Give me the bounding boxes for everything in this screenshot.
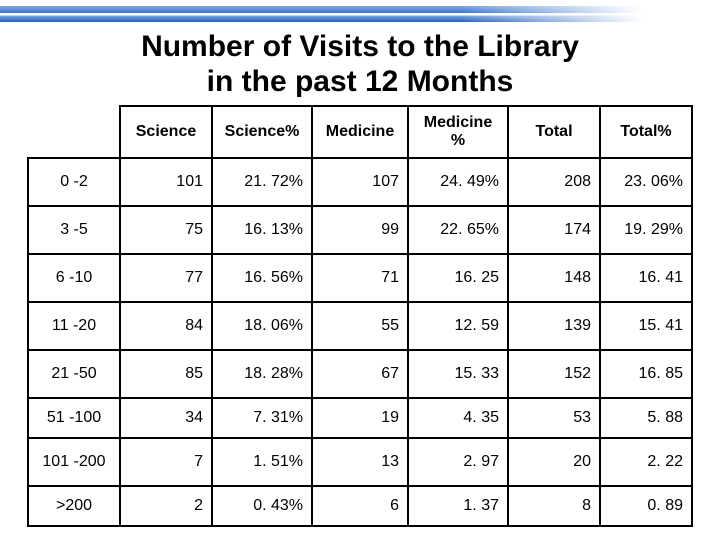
table-cell: 101	[120, 158, 212, 206]
table-cell: 16. 56%	[212, 254, 312, 302]
table-cell: 34	[120, 398, 212, 438]
table-row: 6 -107716. 56%7116. 2514816. 41	[28, 254, 692, 302]
table-header: ScienceScience%MedicineMedicine%TotalTot…	[28, 106, 692, 158]
table-cell: 75	[120, 206, 212, 254]
title-line-2: in the past 12 Months	[0, 65, 720, 100]
table-cell: 21. 72%	[212, 158, 312, 206]
table-cell: 2. 22	[600, 438, 692, 486]
column-header: Total%	[600, 106, 692, 158]
table-cell: 15. 33	[408, 350, 508, 398]
table-cell: 2. 97	[408, 438, 508, 486]
row-label: 11 -20	[28, 302, 120, 350]
table-cell: 174	[508, 206, 600, 254]
table-cell: 85	[120, 350, 212, 398]
table-cell: 5. 88	[600, 398, 692, 438]
table-row: 0 -210121. 72%10724. 49%20823. 06%	[28, 158, 692, 206]
row-label: 21 -50	[28, 350, 120, 398]
row-label: 0 -2	[28, 158, 120, 206]
table-row: 101 -20071. 51%132. 97202. 22	[28, 438, 692, 486]
table-cell: 8	[508, 486, 600, 526]
table-cell: 19	[312, 398, 408, 438]
table-row: 51 -100347. 31%194. 35535. 88	[28, 398, 692, 438]
table-cell: 16. 85	[600, 350, 692, 398]
column-header: Science%	[212, 106, 312, 158]
column-header: Medicine%	[408, 106, 508, 158]
table-cell: 23. 06%	[600, 158, 692, 206]
row-label: >200	[28, 486, 120, 526]
table-cell: 7. 31%	[212, 398, 312, 438]
visits-table: ScienceScience%MedicineMedicine%TotalTot…	[27, 105, 693, 527]
table-row: 21 -508518. 28%6715. 3315216. 85	[28, 350, 692, 398]
table-cell: 7	[120, 438, 212, 486]
table-cell: 148	[508, 254, 600, 302]
table-row: 3 -57516. 13%9922. 65%17419. 29%	[28, 206, 692, 254]
table-cell: 13	[312, 438, 408, 486]
table-cell: 18. 06%	[212, 302, 312, 350]
table-cell: 55	[312, 302, 408, 350]
table-cell: 99	[312, 206, 408, 254]
table-cell: 16. 25	[408, 254, 508, 302]
table-cell: 71	[312, 254, 408, 302]
table-cell: 1. 51%	[212, 438, 312, 486]
table-cell: 1. 37	[408, 486, 508, 526]
table-cell: 16. 41	[600, 254, 692, 302]
table-body: 0 -210121. 72%10724. 49%20823. 06%3 -575…	[28, 158, 692, 526]
table-cell: 2	[120, 486, 212, 526]
row-label: 51 -100	[28, 398, 120, 438]
table-cell: 18. 28%	[212, 350, 312, 398]
row-label: 6 -10	[28, 254, 120, 302]
table-cell: 139	[508, 302, 600, 350]
table-cell: 22. 65%	[408, 206, 508, 254]
table-cell: 53	[508, 398, 600, 438]
table-cell: 15. 41	[600, 302, 692, 350]
table-cell: 12. 59	[408, 302, 508, 350]
table-cell: 20	[508, 438, 600, 486]
table-row: 11 -208418. 06%5512. 5913915. 41	[28, 302, 692, 350]
row-label: 101 -200	[28, 438, 120, 486]
column-header: Medicine	[312, 106, 408, 158]
page-title: Number of Visits to the Library in the p…	[0, 30, 720, 99]
table-cell: 6	[312, 486, 408, 526]
table-cell: 152	[508, 350, 600, 398]
table-cell: 77	[120, 254, 212, 302]
table-cell: 16. 13%	[212, 206, 312, 254]
table-cell: 0. 43%	[212, 486, 312, 526]
column-header	[28, 106, 120, 158]
column-header: Science	[120, 106, 212, 158]
column-header: Total	[508, 106, 600, 158]
row-label: 3 -5	[28, 206, 120, 254]
title-line-1: Number of Visits to the Library	[0, 30, 720, 65]
table-cell: 107	[312, 158, 408, 206]
table-row: >20020. 43%61. 3780. 89	[28, 486, 692, 526]
table-cell: 4. 35	[408, 398, 508, 438]
table-cell: 84	[120, 302, 212, 350]
decorative-top-banner	[0, 0, 720, 34]
table-cell: 24. 49%	[408, 158, 508, 206]
table-cell: 67	[312, 350, 408, 398]
table-cell: 0. 89	[600, 486, 692, 526]
table-cell: 19. 29%	[600, 206, 692, 254]
table-cell: 208	[508, 158, 600, 206]
